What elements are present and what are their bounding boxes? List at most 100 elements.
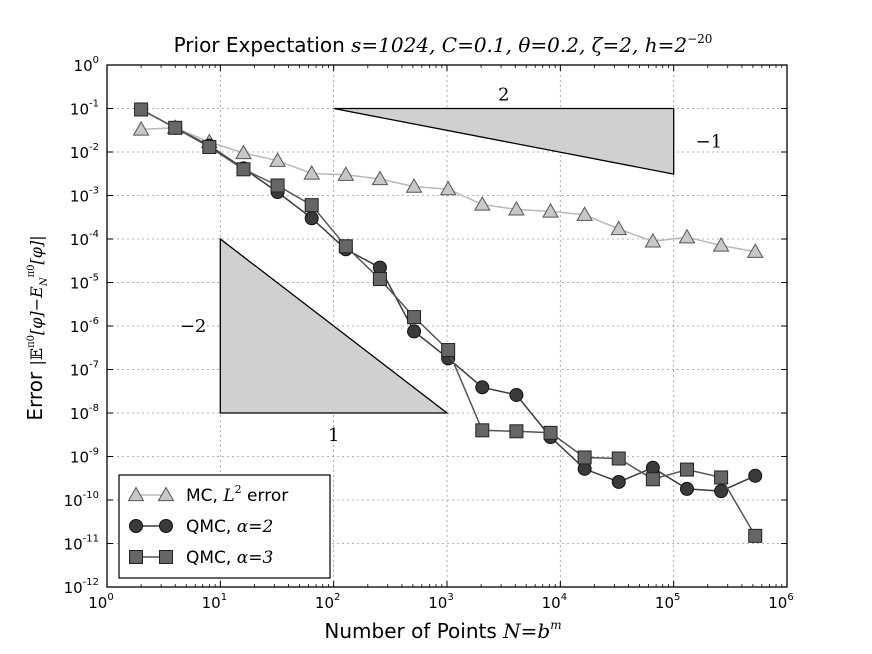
legend-label-math: α=2 bbox=[237, 517, 274, 537]
triangle-slope-neg2 bbox=[219, 237, 449, 414]
x-tick-label-exponent: 2 bbox=[334, 592, 340, 603]
y-axis-label-prefix: Error bbox=[23, 365, 47, 420]
x-tick-label-exponent: 6 bbox=[787, 592, 793, 603]
series-plot bbox=[132, 102, 764, 543]
data-point bbox=[168, 120, 183, 135]
data-point bbox=[678, 228, 696, 244]
legend-item: MC, L2 error bbox=[127, 483, 288, 506]
y-tick-label-base: 10 bbox=[64, 492, 83, 510]
y-tick-label: 10-1 bbox=[70, 99, 99, 119]
chart-title-exponent: −20 bbox=[687, 32, 712, 46]
legend-marker bbox=[159, 519, 173, 533]
x-axis-label-prefix: Number of Points bbox=[324, 619, 503, 643]
x-tick-label: 100 bbox=[88, 592, 113, 612]
data-point bbox=[610, 220, 628, 236]
legend-label-math: L bbox=[222, 486, 234, 506]
x-tick-label-base: 10 bbox=[428, 594, 447, 612]
legend-marker bbox=[129, 550, 143, 564]
triangle-rise-label: −2 bbox=[180, 316, 207, 337]
data-point bbox=[439, 180, 457, 196]
x-tick-label-exponent: 1 bbox=[221, 592, 227, 603]
y-axis-label-sup2: π0 bbox=[26, 264, 37, 277]
x-tick-label-exponent: 5 bbox=[674, 592, 680, 603]
y-tick-label-exponent: -6 bbox=[89, 316, 99, 327]
y-tick-label-exponent: -2 bbox=[89, 142, 99, 153]
y-tick-label-exponent: -1 bbox=[89, 99, 99, 110]
data-point bbox=[371, 170, 389, 186]
x-tick-label-base: 10 bbox=[768, 594, 787, 612]
x-tick-label: 105 bbox=[655, 592, 680, 612]
data-point bbox=[475, 423, 490, 438]
y-tick-label-exponent: -11 bbox=[83, 534, 99, 545]
x-tick-label: 101 bbox=[202, 592, 227, 612]
y-tick-label-base: 10 bbox=[74, 57, 93, 75]
x-tick-label: 106 bbox=[768, 592, 793, 612]
x-tick-label-base: 10 bbox=[542, 594, 561, 612]
legend-label: QMC, α=3 bbox=[186, 548, 273, 568]
slope-triangles: 2 −1 1 −2 bbox=[180, 85, 722, 447]
y-tick-label: 10-2 bbox=[70, 142, 99, 162]
x-axis-label: Number of Points N=bm bbox=[324, 618, 561, 643]
x-tick-label-base: 10 bbox=[315, 594, 334, 612]
data-point bbox=[577, 450, 592, 465]
data-point bbox=[441, 343, 456, 358]
chart-title-prefix: Prior Expectation bbox=[174, 33, 352, 57]
x-tick-label: 104 bbox=[542, 592, 567, 612]
legend-marker bbox=[127, 486, 145, 502]
triangle-slope-neg1 bbox=[333, 107, 675, 175]
triangle-run-label: 1 bbox=[328, 425, 339, 446]
data-point bbox=[338, 239, 353, 254]
y-axis-label-end: [φ]| bbox=[27, 235, 46, 264]
y-tick-label: 10-11 bbox=[64, 534, 99, 554]
x-tick-label-base: 10 bbox=[88, 594, 107, 612]
y-tick-label-exponent: -12 bbox=[83, 577, 99, 588]
x-tick-label-exponent: 3 bbox=[447, 592, 453, 603]
data-point bbox=[235, 144, 252, 160]
triangle-run-label: 2 bbox=[498, 85, 509, 106]
legend-item: QMC, α=2 bbox=[129, 517, 274, 537]
y-tick-label-base: 10 bbox=[70, 275, 89, 293]
y-tick-label: 10-3 bbox=[70, 186, 99, 206]
data-point bbox=[407, 324, 422, 339]
y-tick-label-exponent: -5 bbox=[89, 273, 99, 284]
data-point bbox=[748, 528, 763, 543]
x-tick-label-base: 10 bbox=[655, 594, 674, 612]
data-point bbox=[372, 272, 387, 287]
y-tick-label: 10-10 bbox=[64, 490, 99, 510]
y-tick-label-base: 10 bbox=[70, 449, 89, 467]
legend-label-prefix: QMC, bbox=[186, 517, 237, 537]
y-tick-label-base: 10 bbox=[64, 579, 83, 597]
y-tick-label-base: 10 bbox=[70, 144, 89, 162]
y-tick-label: 10-5 bbox=[70, 273, 99, 293]
y-tick-label-exponent: -10 bbox=[83, 490, 99, 501]
axis-ticks: 100 101 102 103 104 105 10610010-110-210-310-4… bbox=[64, 55, 794, 612]
y-tick-label-base: 10 bbox=[70, 318, 89, 336]
data-point bbox=[542, 202, 559, 218]
legend-marker bbox=[159, 550, 173, 564]
y-axis-label-mid: [φ]−E bbox=[27, 286, 46, 335]
y-tick-label-exponent: -9 bbox=[89, 447, 99, 458]
legend-label-suffix: error bbox=[242, 486, 289, 506]
legend-label-math: α=3 bbox=[237, 548, 274, 568]
y-tick-label-base: 10 bbox=[70, 188, 89, 206]
legend-label: MC, L2 error bbox=[186, 483, 288, 506]
y-tick-label-exponent: -3 bbox=[89, 186, 99, 197]
data-point bbox=[236, 162, 251, 177]
chart-title: Prior Expectation s=1024, C=0.1, θ=0.2, … bbox=[174, 32, 713, 57]
data-point bbox=[132, 120, 150, 136]
data-point bbox=[509, 424, 524, 439]
data-point bbox=[712, 236, 730, 252]
data-point bbox=[714, 484, 729, 499]
y-tick-label-exponent: 0 bbox=[93, 55, 99, 66]
data-point bbox=[337, 166, 355, 181]
data-point bbox=[714, 470, 729, 485]
data-point bbox=[304, 198, 319, 213]
y-tick-label: 100 bbox=[74, 55, 99, 75]
data-point bbox=[509, 387, 524, 402]
chart-title-math: s=1024, C=0.1, θ=0.2, ζ=2, h=2 bbox=[351, 33, 687, 57]
data-point bbox=[473, 196, 491, 211]
legend-item: QMC, α=3 bbox=[129, 548, 273, 568]
data-point bbox=[303, 165, 321, 180]
y-axis-label-open: |𝔼 bbox=[27, 348, 46, 366]
